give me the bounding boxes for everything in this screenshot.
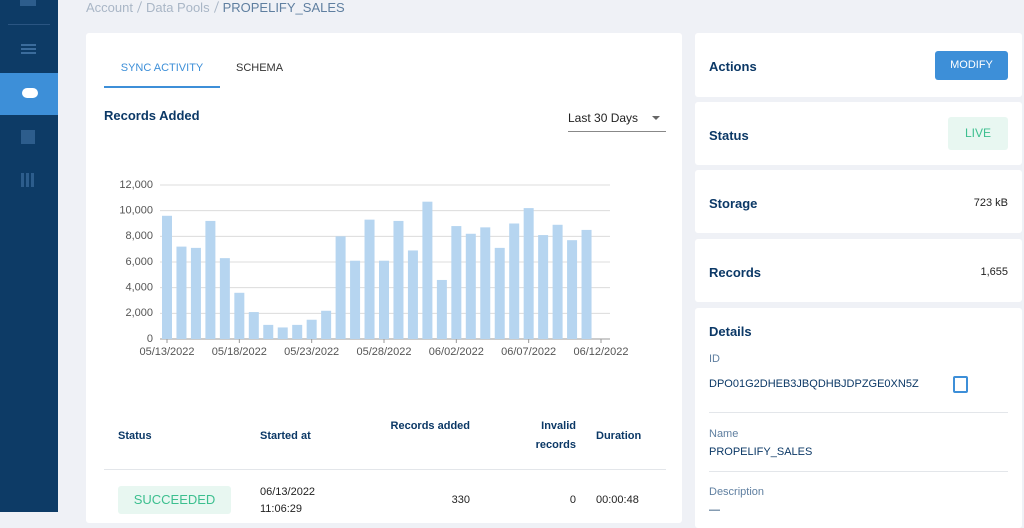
- bar: [306, 319, 317, 339]
- crumb-current: PROPELIFY_SALES: [222, 0, 345, 15]
- status-badge: SUCCEEDED: [118, 486, 231, 514]
- cell: 0: [569, 494, 576, 506]
- field-value: —: [709, 504, 720, 516]
- chart: 0 2,000 4,000 6,000 8,000 10,000 12,000 05/13/2…: [119, 179, 628, 358]
- bar: [552, 224, 563, 339]
- cell: 330: [451, 494, 470, 506]
- nav-icon[interactable]: [21, 44, 36, 56]
- field-value: PROPELIFY_SALES: [709, 446, 813, 458]
- divider: [709, 471, 1008, 472]
- column-header: Started at: [260, 430, 311, 442]
- bar: [480, 227, 491, 339]
- nav-icon[interactable]: [21, 130, 35, 144]
- value: 723 kB: [973, 197, 1008, 209]
- x-tick-label: 06/07/2022: [501, 346, 556, 358]
- y-tick-label: 12,000: [119, 179, 153, 191]
- x-tick-label: 05/23/2022: [284, 346, 339, 358]
- value: 1,655: [980, 266, 1008, 278]
- x-tick-label: 05/18/2022: [212, 346, 267, 358]
- status-card: Status LIVE: [695, 102, 1022, 165]
- x-tick-label: 05/28/2022: [356, 346, 411, 358]
- bar: [205, 220, 216, 339]
- bar: [335, 236, 346, 339]
- chart-title: Records Added: [104, 108, 200, 123]
- bar: [219, 258, 230, 339]
- label: Status: [709, 128, 749, 143]
- activity-card: SYNC ACTIVITY SCHEMA Records Added Last …: [86, 33, 682, 523]
- crumb[interactable]: Data Pools: [145, 0, 210, 15]
- tab[interactable]: SCHEMA: [236, 62, 284, 74]
- storage-card: Storage 723 kB: [695, 170, 1022, 233]
- bar: [523, 208, 534, 339]
- field-label: Description: [709, 486, 765, 498]
- cloud-icon: [22, 88, 38, 98]
- y-tick-label: 4,000: [125, 282, 153, 294]
- crumb[interactable]: Account: [86, 0, 133, 15]
- tab-active[interactable]: SYNC ACTIVITY: [104, 62, 220, 88]
- x-tick-label: 05/13/2022: [139, 346, 194, 358]
- y-tick-label: 10,000: [119, 205, 153, 217]
- nav-icon[interactable]: [20, 0, 36, 6]
- range-select[interactable]: Last 30 Days: [568, 111, 666, 132]
- bar: [436, 279, 447, 339]
- caret: [652, 116, 660, 124]
- cell: 00:00:48: [596, 494, 639, 506]
- bar: [393, 220, 404, 339]
- y-tick-label: 0: [147, 333, 153, 345]
- records-card: Records 1,655: [695, 239, 1022, 302]
- x-tick-label: 06/12/2022: [573, 346, 628, 358]
- details-card: Details ID DPO01G2DHEB3JBQDHBJDPZGE0XN5Z…: [695, 308, 1022, 528]
- bar: [277, 327, 288, 339]
- label: Storage: [709, 196, 758, 211]
- bar: [162, 215, 172, 339]
- bar: [248, 312, 259, 339]
- bar: [292, 324, 303, 339]
- bar: [190, 247, 201, 339]
- x-tick-label: 06/02/2022: [429, 346, 484, 358]
- bar: [494, 247, 505, 339]
- range-text: Last 30 Days: [568, 111, 639, 125]
- y-tick-label: 8,000: [125, 230, 153, 242]
- field-value: DPO01G2DHEB3JBQDHBJDPZGE0XN5Z: [709, 378, 919, 390]
- copy-icon[interactable]: [953, 376, 968, 393]
- divider: [8, 24, 50, 25]
- bar: [364, 219, 375, 339]
- bar: [422, 201, 433, 339]
- cell: 06/13/2022 11:06:29: [260, 486, 316, 515]
- column-header: Status: [118, 430, 152, 442]
- nav-icon[interactable]: [21, 173, 35, 187]
- label: Actions: [709, 59, 757, 74]
- bar: [465, 233, 476, 339]
- field-label: ID: [709, 353, 720, 365]
- table-divider: [104, 469, 666, 470]
- field-label: Name: [709, 428, 739, 440]
- bar: [538, 235, 549, 339]
- nav-active[interactable]: [0, 73, 58, 115]
- bar: [407, 250, 418, 339]
- bar: [509, 223, 520, 339]
- divider: [709, 412, 1008, 413]
- actions-card: Actions MODIFY: [695, 33, 1022, 97]
- bar: [379, 260, 389, 339]
- y-tick-label: 6,000: [125, 256, 153, 268]
- column-header: Invalid records: [535, 420, 576, 451]
- status-badge: LIVE: [948, 117, 1008, 150]
- bar: [321, 310, 332, 339]
- column-header: Duration: [596, 430, 642, 442]
- bar: [176, 246, 187, 339]
- column-header: Records added: [390, 420, 470, 432]
- bar: [581, 229, 592, 339]
- bar: [567, 240, 578, 339]
- sidebar: [0, 0, 58, 512]
- label: Records: [709, 265, 762, 280]
- bar: [234, 292, 245, 339]
- bar: [350, 260, 361, 339]
- bar: [263, 324, 274, 339]
- bar: [451, 226, 462, 339]
- y-tick-label: 2,000: [125, 307, 153, 319]
- breadcrumb: Account Data Pools PROPELIFY_SALES: [86, 0, 345, 15]
- label: Details: [709, 324, 752, 339]
- modify-button[interactable]: MODIFY: [935, 51, 1008, 80]
